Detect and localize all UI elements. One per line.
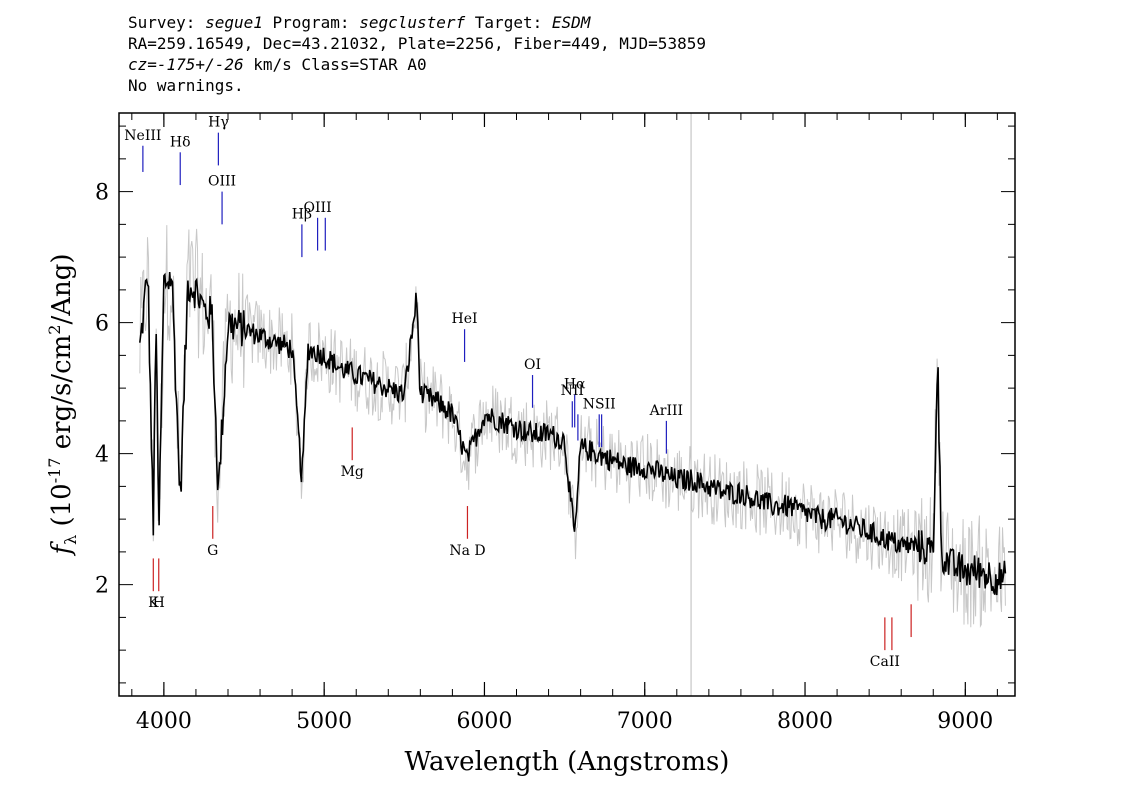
x-tick-label: 4000 [136, 709, 192, 734]
absorption-line-label: H [153, 595, 165, 611]
y-tick-label: 2 [95, 574, 109, 599]
absorption-line-label: G [207, 543, 218, 559]
emission-line-label: OI [524, 357, 541, 373]
survey-label: Survey: [128, 13, 206, 32]
absorption-line-label: CaII [870, 654, 900, 670]
emission-line-label: Hδ [170, 134, 191, 150]
absorption-line-label: Na D [449, 543, 485, 559]
spectrum-header: Survey: segue1 Program: segclusterf Targ… [128, 12, 706, 96]
emission-line-label: Hγ [208, 115, 229, 131]
y-axis-label: fλ (10-17 erg/s/cm2/Ang) [45, 253, 80, 556]
target-value: ESDM [551, 13, 591, 32]
y-axis-label-group: fλ (10-17 erg/s/cm2/Ang) [45, 253, 80, 556]
header-line-redshift: cz=-175+/-26 km/s Class=STAR A0 [128, 54, 706, 75]
absorption-line-label: Mg [341, 464, 364, 480]
y-tick-label: 6 [95, 312, 109, 337]
header-line-warnings: No warnings. [128, 76, 244, 95]
x-axis-label: Wavelength (Angstroms) [405, 747, 730, 777]
plot-frame [118, 112, 1016, 697]
absorption-line-label: K [148, 595, 159, 611]
emission-line-label: ArIII [649, 403, 683, 419]
emission-line-label: OIII [304, 200, 332, 216]
target-label: Target: [465, 13, 552, 32]
class-value: km/s Class=STAR A0 [243, 55, 427, 74]
y-tick-label: 4 [95, 443, 109, 468]
x-tick-label: 6000 [456, 709, 512, 734]
axis-layer: 4000 5000 6000 7000 8000 9000 2 4 6 8 [95, 113, 1015, 734]
flux-series [139, 271, 1007, 596]
emission-line-label: Hα [564, 377, 586, 393]
emission-line-label: NII [561, 383, 584, 399]
header-line-survey: Survey: segue1 Program: segclusterf Targ… [128, 12, 706, 33]
x-tick-label: 7000 [617, 709, 673, 734]
program-label: Program: [262, 13, 360, 32]
x-tick-label: 9000 [937, 709, 993, 734]
x-tick-label: 5000 [296, 709, 352, 734]
emission-line-label: NeIII [124, 128, 161, 144]
cz-value: cz=-175+/-26 [128, 55, 244, 74]
emission-line-label: HeI [452, 311, 478, 327]
header-line-coordinates: RA=259.16549, Dec=43.21032, Plate=2256, … [128, 34, 706, 53]
error-band-series [139, 225, 1006, 628]
program-value: segclusterf [359, 13, 466, 32]
survey-value: segue1 [205, 13, 263, 32]
x-tick-label: 8000 [777, 709, 833, 734]
emission-line-label: Hβ [292, 206, 312, 222]
emission-line-label: NSII [583, 396, 616, 412]
emission-line-label: OIII [208, 174, 236, 190]
y-tick-label: 8 [95, 181, 109, 206]
